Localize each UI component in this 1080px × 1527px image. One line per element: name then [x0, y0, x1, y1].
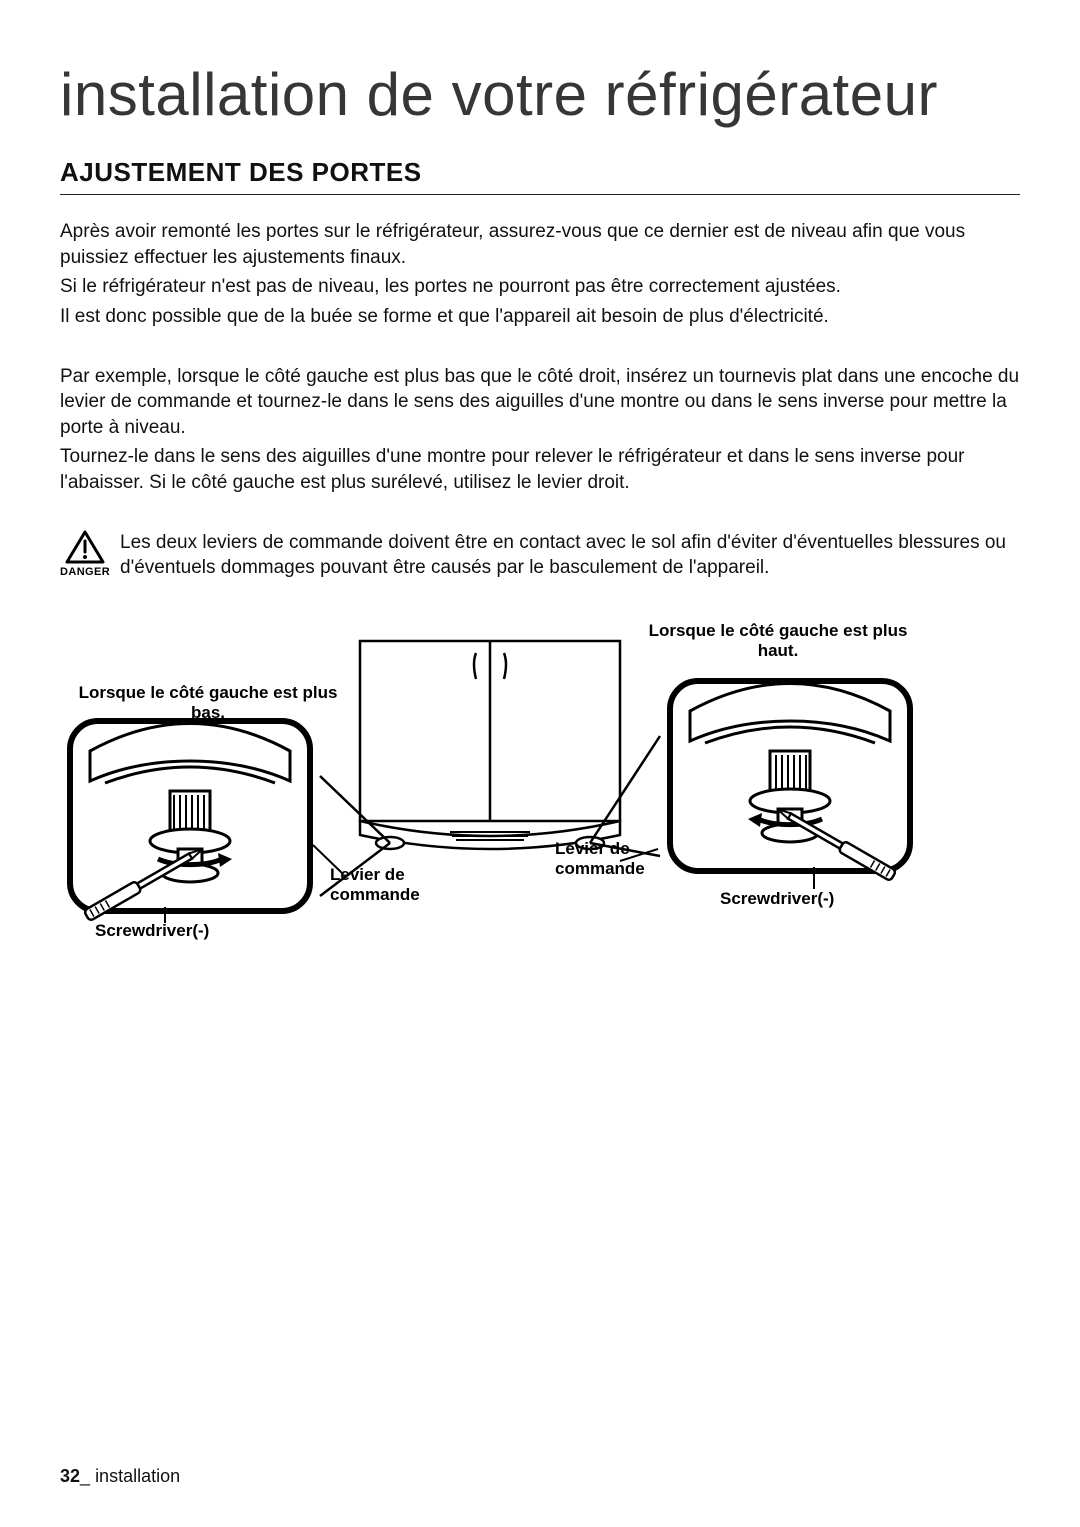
paragraph-block-1: Après avoir remonté les portes sur le ré…: [60, 219, 1020, 330]
footer-separator: _: [80, 1466, 90, 1486]
paragraph: Par exemple, lorsque le côté gauche est …: [60, 364, 1020, 441]
right-foot-detail: [670, 681, 910, 881]
page-footer: 32_ installation: [60, 1466, 180, 1487]
document-page: installation de votre réfrigérateur AJUS…: [0, 0, 1080, 1527]
danger-text: Les deux leviers de commande doivent êtr…: [120, 530, 1020, 581]
footer-section: installation: [95, 1466, 180, 1486]
diagram-label-right-title: Lorsque le côté gauche est plus haut.: [638, 621, 918, 662]
diagram-label-lever-right: Levier de commande: [555, 839, 675, 880]
danger-callout: DANGER Les deux leviers de commande doiv…: [60, 530, 1020, 581]
body-text: Après avoir remonté les portes sur le ré…: [60, 219, 1020, 581]
paragraph: Tournez-le dans le sens des aiguilles d'…: [60, 444, 1020, 495]
diagram: Lorsque le côté gauche est plus bas. Lor…: [60, 621, 1020, 981]
paragraph: Après avoir remonté les portes sur le ré…: [60, 219, 1020, 270]
page-title: installation de votre réfrigérateur: [60, 60, 1020, 129]
section-title: AJUSTEMENT DES PORTES: [60, 157, 1020, 195]
diagram-label-screwdriver-right: Screwdriver(-): [720, 889, 880, 909]
paragraph: Il est donc possible que de la buée se f…: [60, 304, 1020, 330]
fridge-front: [360, 641, 620, 849]
left-foot-detail: [70, 721, 310, 921]
paragraph: Si le réfrigérateur n'est pas de niveau,…: [60, 274, 1020, 300]
diagram-label-lever-left: Levier de commande: [330, 865, 450, 906]
danger-label: DANGER: [60, 566, 110, 578]
page-number: 32: [60, 1466, 80, 1486]
warning-icon: DANGER: [60, 530, 110, 578]
paragraph-block-2: Par exemple, lorsque le côté gauche est …: [60, 364, 1020, 496]
diagram-label-left-title: Lorsque le côté gauche est plus bas.: [78, 683, 338, 724]
diagram-label-screwdriver-left: Screwdriver(-): [95, 921, 255, 941]
